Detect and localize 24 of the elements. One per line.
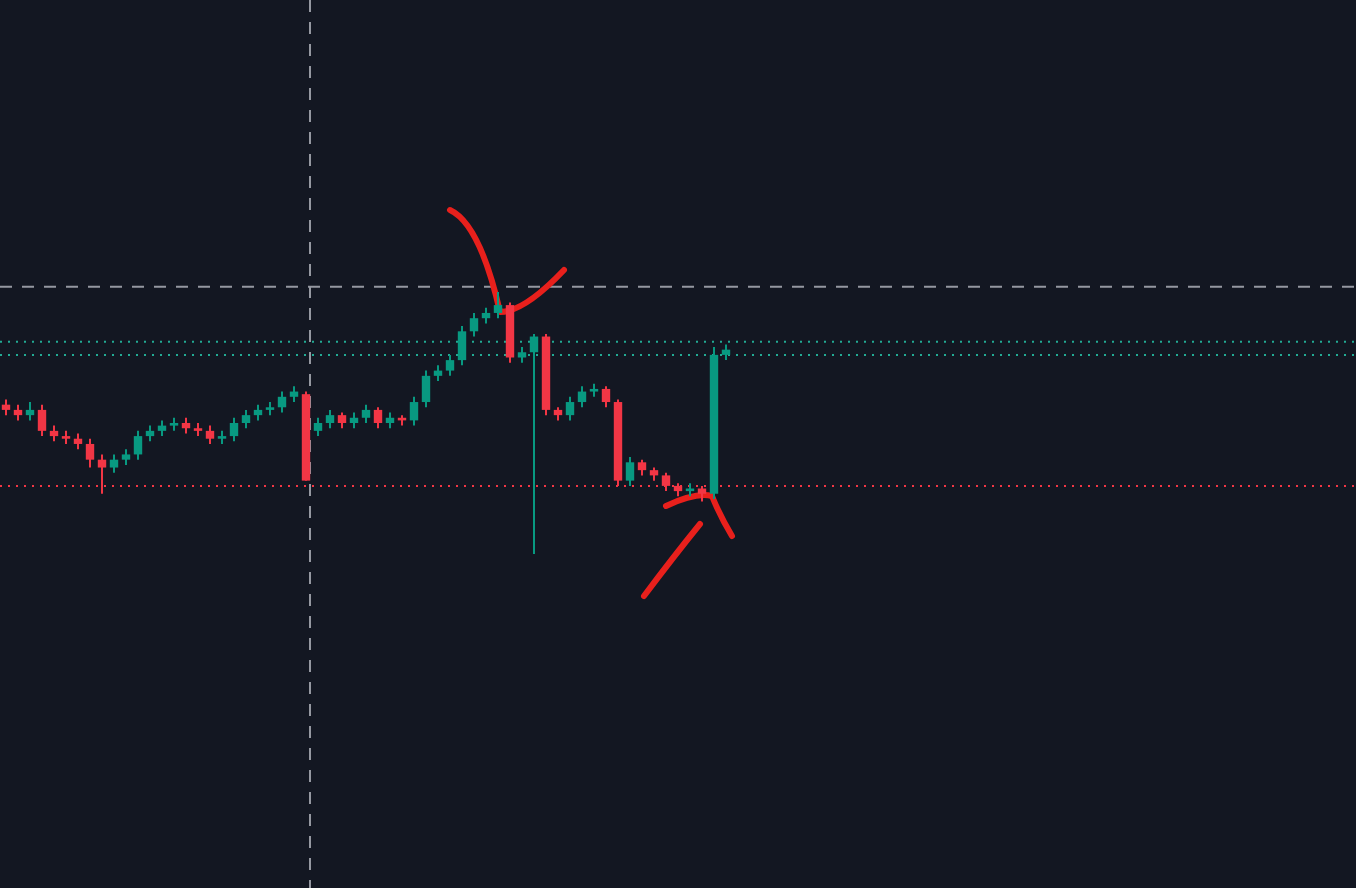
candlestick [313,416,323,438]
candlestick [469,311,479,338]
candlestick [25,401,35,422]
candlestick [421,369,431,409]
candlestick [493,291,503,320]
candlestick [445,353,455,377]
candlestick [229,416,239,443]
candlestick [373,406,383,430]
candlestick [109,453,119,474]
candlestick [601,385,611,409]
candlestick [37,403,47,438]
candlestick [361,403,371,424]
candlestick [577,385,587,409]
candlestick [625,456,635,487]
candlestick [325,408,335,430]
candlestick [133,429,143,461]
candlestick [241,408,251,430]
candlestick [565,395,575,422]
candlestick [409,395,419,427]
candlestick [277,390,287,414]
candlestick [85,437,95,469]
candlestick [529,332,539,555]
candlestick [205,424,215,445]
candlestick [457,325,467,367]
